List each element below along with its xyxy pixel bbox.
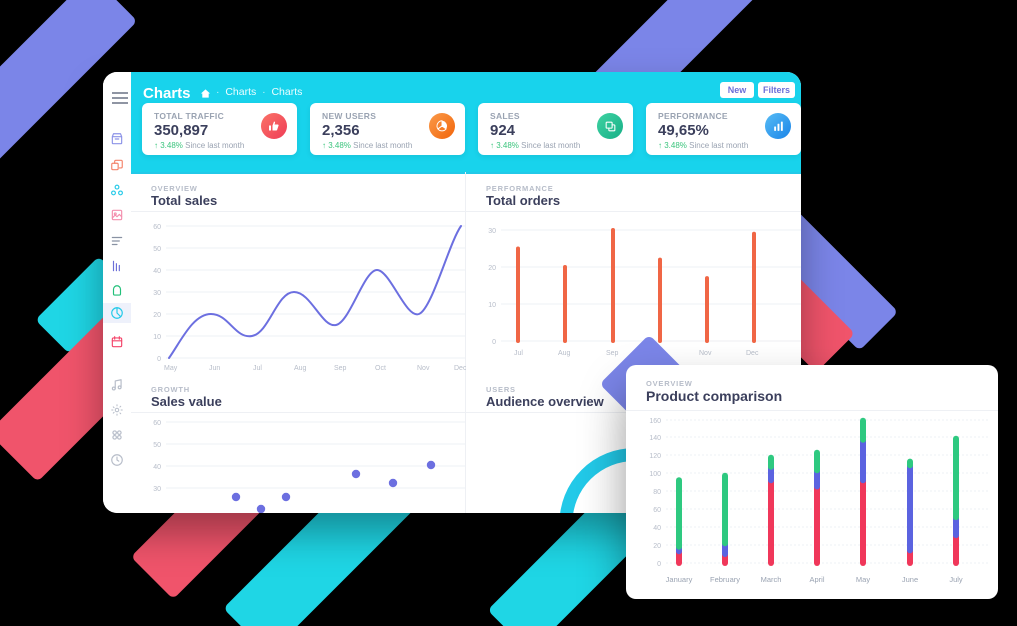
svg-text:20: 20 — [653, 543, 661, 550]
svg-text:Sep: Sep — [606, 350, 619, 357]
svg-text:Jul: Jul — [253, 365, 262, 372]
svg-text:January: January — [666, 575, 693, 584]
svg-text:20: 20 — [153, 312, 161, 319]
svg-text:Aug: Aug — [294, 365, 307, 372]
svg-text:30: 30 — [153, 290, 161, 297]
svg-text:30: 30 — [488, 228, 496, 235]
svg-text:0: 0 — [657, 561, 661, 568]
svg-text:0: 0 — [492, 339, 496, 346]
svg-text:140: 140 — [649, 435, 661, 442]
svg-text:Aug: Aug — [558, 350, 571, 357]
svg-text:50: 50 — [153, 442, 161, 449]
svg-text:10: 10 — [488, 302, 496, 309]
svg-text:Sep: Sep — [334, 365, 347, 372]
svg-text:10: 10 — [153, 334, 161, 341]
svg-text:February: February — [710, 575, 740, 584]
svg-text:60: 60 — [153, 420, 161, 427]
svg-text:May: May — [856, 575, 870, 584]
svg-text:30: 30 — [153, 486, 161, 493]
svg-text:40: 40 — [653, 525, 661, 532]
svg-text:April: April — [809, 575, 824, 584]
svg-text:40: 40 — [153, 268, 161, 275]
svg-text:160: 160 — [649, 418, 661, 425]
svg-text:Jun: Jun — [209, 365, 220, 372]
svg-text:120: 120 — [649, 453, 661, 460]
svg-text:50: 50 — [153, 246, 161, 253]
svg-text:Jul: Jul — [514, 350, 523, 357]
svg-text:80: 80 — [653, 489, 661, 496]
svg-text:Dec: Dec — [454, 365, 467, 372]
svg-text:100: 100 — [649, 471, 661, 478]
svg-text:March: March — [761, 575, 782, 584]
svg-text:20: 20 — [488, 265, 496, 272]
svg-text:Dec: Dec — [746, 350, 759, 357]
svg-text:May: May — [164, 365, 178, 372]
svg-text:Nov: Nov — [417, 365, 430, 372]
svg-text:60: 60 — [653, 507, 661, 514]
svg-text:0: 0 — [157, 356, 161, 363]
svg-text:40: 40 — [153, 464, 161, 471]
svg-text:60: 60 — [153, 224, 161, 231]
svg-text:Nov: Nov — [699, 350, 712, 357]
svg-text:Oct: Oct — [375, 365, 386, 372]
svg-text:July: July — [949, 575, 963, 584]
svg-text:June: June — [902, 575, 918, 584]
